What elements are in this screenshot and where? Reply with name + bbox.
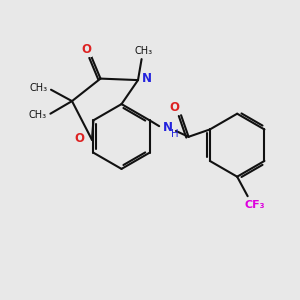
Text: CH₃: CH₃ [134, 46, 152, 56]
Text: O: O [81, 43, 91, 56]
Text: N: N [142, 72, 152, 85]
Text: CF₃: CF₃ [244, 200, 265, 210]
Text: N: N [163, 121, 172, 134]
Text: O: O [169, 101, 179, 114]
Text: CH₃: CH₃ [29, 110, 47, 120]
Text: O: O [74, 132, 84, 145]
Text: H: H [171, 129, 179, 139]
Text: CH₃: CH₃ [29, 83, 47, 93]
